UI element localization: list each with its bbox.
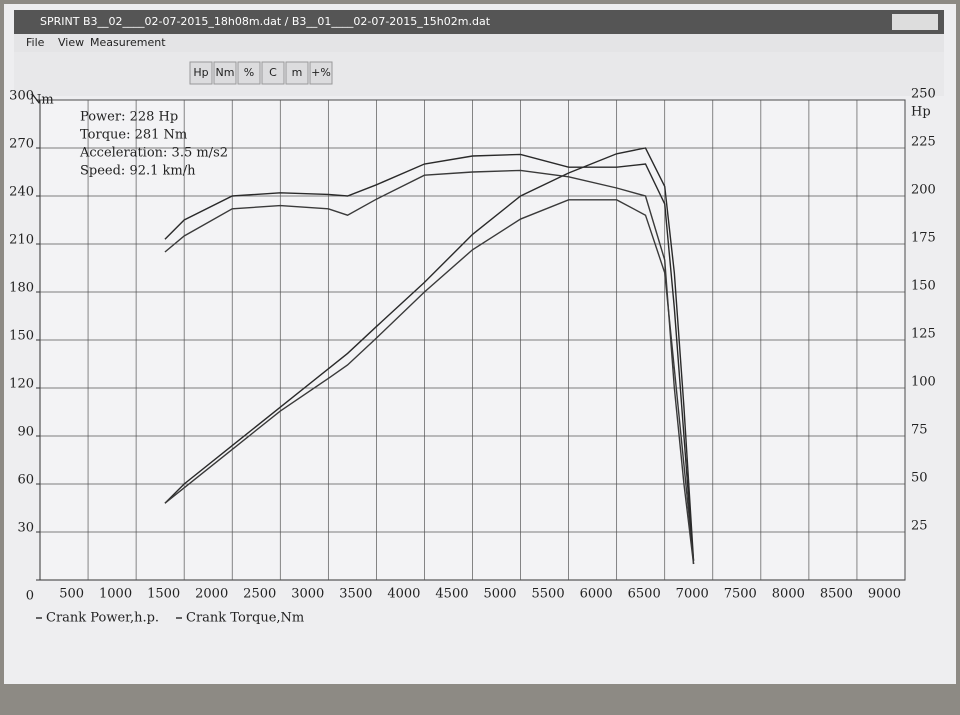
y-tick-label: 210	[9, 233, 34, 248]
y2-unit: Hp	[911, 105, 931, 120]
x-tick-label: 1000	[99, 587, 132, 602]
y2-tick-label: 200	[911, 183, 936, 198]
x-tick-label: 4500	[435, 587, 468, 602]
x-tick-label: 5500	[532, 587, 565, 602]
y-tick-label: 30	[17, 521, 34, 536]
y2-tick-label: 175	[911, 231, 936, 246]
annotation: Power: 228 Hp	[80, 110, 178, 125]
window-title: SPRINT B3__02____02-07-2015_18h08m.dat /…	[40, 15, 491, 28]
y2-tick-label: 125	[911, 327, 936, 342]
series-line	[164, 153, 695, 565]
x-tick-label: 500	[59, 587, 84, 602]
annotation: Speed: 92.1 km/h	[80, 164, 196, 179]
y2-tick-label: 25	[911, 519, 928, 534]
y-unit: Nm	[30, 93, 54, 108]
menu-item[interactable]: Measurement	[90, 36, 166, 49]
legend-label: Crank Power,h.p.	[46, 611, 159, 626]
x-tick-label: 8000	[772, 587, 805, 602]
x-tick-label: 4000	[387, 587, 420, 602]
series-line	[164, 169, 695, 565]
annotation: Torque: 281 Nm	[80, 128, 187, 143]
toolbar-button[interactable]	[189, 61, 213, 85]
legend-label: Crank Torque,Nm	[186, 611, 304, 626]
y-tick-label: 90	[17, 425, 34, 440]
toolbar-label[interactable]: m	[292, 66, 303, 79]
x-tick-label: 6500	[628, 587, 661, 602]
x-tick-label: 7500	[724, 587, 757, 602]
x-tick-label: 9000	[868, 587, 901, 602]
toolbar	[14, 52, 944, 96]
x-tick-label: 3000	[291, 587, 324, 602]
x-tick-label: 3500	[339, 587, 372, 602]
series-line	[164, 147, 695, 561]
y2-tick-label: 225	[911, 135, 936, 150]
y2-tick-label: 150	[911, 279, 936, 294]
window-controls[interactable]	[892, 14, 938, 30]
menu-bar	[14, 34, 944, 52]
toolbar-button[interactable]	[285, 61, 309, 85]
y2-tick-label: 50	[911, 471, 928, 486]
y2-tick-label: 100	[911, 375, 936, 390]
title-bar	[14, 10, 944, 34]
x-tick-label: 1500	[147, 587, 180, 602]
y-tick-label: 180	[9, 281, 34, 296]
y-tick-label: 120	[9, 377, 34, 392]
x-tick-label: 2500	[243, 587, 276, 602]
menu-item[interactable]: File	[26, 36, 45, 49]
toolbar-label[interactable]: %	[244, 66, 254, 79]
toolbar-label[interactable]: +%	[311, 66, 331, 79]
y2-tick-label: 250	[911, 87, 936, 102]
toolbar-label[interactable]: Hp	[193, 66, 208, 79]
toolbar-button[interactable]	[261, 61, 285, 85]
toolbar-button[interactable]	[309, 61, 333, 85]
x-tick-label: 2000	[195, 587, 228, 602]
y-tick-label: 300	[9, 89, 34, 104]
y-tick-label: 270	[9, 137, 34, 152]
y-tick-label: 150	[9, 329, 34, 344]
x-tick-label: 6000	[580, 587, 613, 602]
toolbar-button[interactable]	[213, 61, 237, 85]
y-tick-label: 60	[17, 473, 34, 488]
toolbar-label[interactable]: Nm	[216, 66, 235, 79]
menu-item[interactable]: View	[58, 36, 84, 49]
x-tick-label: 7000	[676, 587, 709, 602]
y-tick-label: 0	[26, 589, 34, 604]
y2-tick-label: 75	[911, 423, 928, 438]
toolbar-label[interactable]: C	[269, 66, 277, 79]
annotation: Acceleration: 3.5 m/s2	[79, 146, 228, 161]
toolbar-button[interactable]	[237, 61, 261, 85]
x-tick-label: 5000	[483, 587, 516, 602]
x-tick-label: 8500	[820, 587, 853, 602]
y-tick-label: 240	[9, 185, 34, 200]
